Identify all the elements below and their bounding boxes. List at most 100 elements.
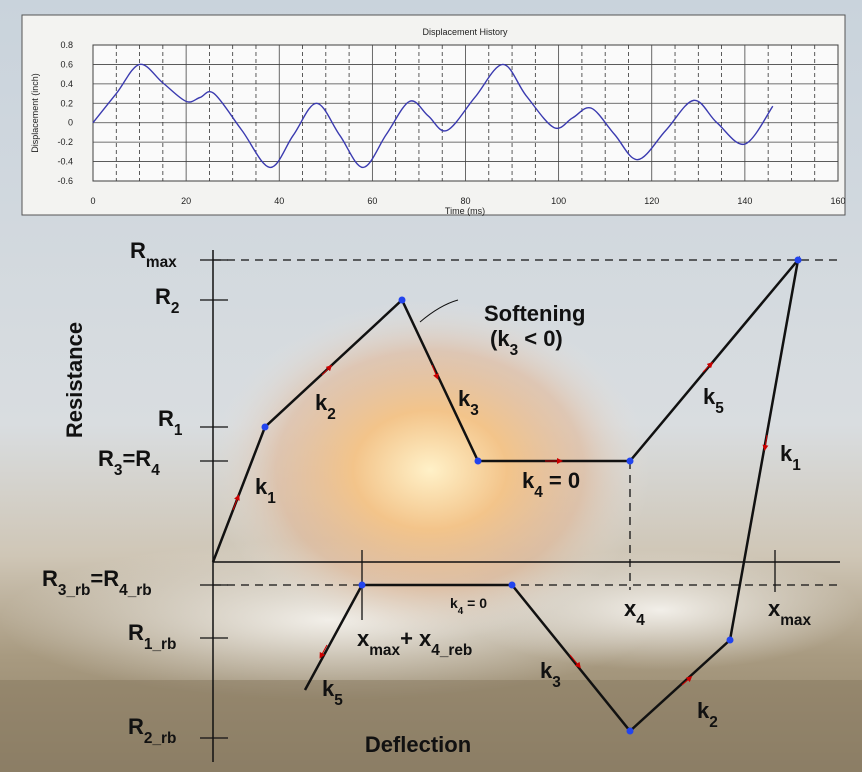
diagram-label: x4 — [624, 596, 645, 629]
y-tick-label: -0.6 — [57, 176, 73, 186]
guide-lines — [213, 259, 840, 590]
y-tick-label: 0.8 — [60, 40, 73, 50]
y-tick-label: 0 — [68, 118, 73, 128]
diagram-label: R3_rb=R4_rb — [42, 566, 152, 599]
y-tick-label: -0.4 — [57, 157, 73, 167]
subscript: 4 — [636, 612, 645, 629]
label-text: k — [450, 595, 458, 611]
x-tick-label: 140 — [737, 196, 752, 206]
label-text: k — [522, 468, 535, 493]
label-text: k — [322, 676, 335, 701]
label-text: k — [255, 474, 268, 499]
y-tick-label: 0.4 — [60, 79, 73, 89]
label-text: k — [458, 386, 471, 411]
subscript: 1 — [792, 457, 801, 474]
x-tick-label: 80 — [460, 196, 470, 206]
label-text: R — [155, 284, 171, 309]
subscript: 3 — [470, 402, 479, 419]
diagram-label: k1 — [780, 441, 801, 474]
diagram-label: Rmax — [130, 238, 177, 271]
diagram-label: k2 — [697, 698, 718, 731]
y-tick-label: 0.6 — [60, 59, 73, 69]
diagram-label: Softening — [484, 301, 585, 326]
direction-arrows — [232, 361, 769, 686]
label-text: = 0 — [463, 595, 487, 611]
subscript: 4 — [458, 606, 464, 617]
diagram-label: R1 — [158, 406, 183, 439]
diagram-label: R2 — [155, 284, 179, 317]
subscript: 3 — [552, 674, 561, 691]
x-tick-label: 60 — [367, 196, 377, 206]
data-line — [92, 63, 774, 169]
y-axis-label: Displacement (inch) — [30, 73, 40, 153]
diagram-label: k2 — [315, 390, 336, 423]
x-tick-label: 100 — [551, 196, 566, 206]
diagram-label: k4 = 0 — [450, 595, 487, 617]
label-text: < 0) — [518, 326, 563, 351]
x-tick-label: 120 — [644, 196, 659, 206]
x-tick-label: 20 — [181, 196, 191, 206]
diagram-label: R3=R4 — [98, 446, 160, 479]
subscript: 3 — [510, 342, 519, 359]
subscript: 2 — [709, 714, 718, 731]
label-text: R — [130, 238, 146, 263]
y-tick-label: 0.2 — [60, 98, 73, 108]
label-text: k — [540, 658, 553, 683]
label-text: x — [768, 596, 781, 621]
label-text: k — [315, 390, 328, 415]
subscript: 2_rb — [144, 730, 177, 747]
diagram-label: R1_rb — [128, 620, 176, 653]
label-text: R — [128, 620, 144, 645]
y-tick-label: -0.2 — [57, 137, 73, 147]
chart-title: Displacement History — [422, 27, 508, 37]
subscript: 2 — [171, 300, 180, 317]
diagram-label: k1 — [255, 474, 276, 507]
subscript: 2 — [327, 406, 336, 423]
x-axis-label: Deflection — [365, 732, 471, 757]
label-text: k — [780, 441, 793, 466]
subscript: 3 — [114, 462, 123, 479]
subscript: max — [146, 254, 177, 271]
subscript: 4_rb — [119, 582, 152, 599]
subscript: max — [780, 612, 811, 629]
diagram-label: k3 — [458, 386, 479, 419]
label-text: (k — [490, 326, 510, 351]
diagram-label: k5 — [322, 676, 343, 709]
diagram-label: (k3 < 0) — [490, 326, 563, 359]
label-text: R — [128, 714, 144, 739]
label-text: Softening — [484, 301, 585, 326]
diagram-label: xmax+ x4_reb — [357, 626, 472, 659]
diagram-label: xmax — [768, 596, 811, 629]
y-axis-label: Resistance — [62, 322, 87, 438]
subscript: 1_rb — [144, 636, 177, 653]
label-text: k — [703, 384, 716, 409]
label-text: x — [624, 596, 637, 621]
resistance-deflection-diagram: Resistance Deflection RmaxR2R1R3=R4R3_rb… — [42, 238, 840, 762]
subscript: 5 — [715, 400, 724, 417]
subscript: 4_reb — [431, 642, 472, 659]
label-text: R — [158, 406, 174, 431]
subscript: 3_rb — [58, 582, 91, 599]
x-tick-label: 0 — [90, 196, 95, 206]
subscript: 4 — [534, 484, 543, 501]
subscript: 4 — [151, 462, 160, 479]
diagram-label: k4 = 0 — [522, 468, 580, 501]
x-tick-label: 40 — [274, 196, 284, 206]
subscript: 1 — [267, 490, 276, 507]
x-axis-label: Time (ms) — [445, 206, 485, 216]
label-text: = 0 — [543, 468, 580, 493]
displacement-chart: Displacement History Time (ms) Displacem… — [21, 14, 846, 216]
label-text: =R — [122, 446, 151, 471]
label-text: =R — [90, 566, 119, 591]
subscript: 5 — [334, 692, 343, 709]
diagram-label: R2_rb — [128, 714, 176, 747]
diagram-label: k3 — [540, 658, 561, 691]
subscript: 1 — [174, 422, 183, 439]
label-text: x — [357, 626, 370, 651]
vertices — [261, 256, 802, 735]
label-text: + x — [400, 626, 432, 651]
label-text: k — [697, 698, 710, 723]
label-text: R — [98, 446, 114, 471]
subscript: max — [369, 642, 400, 659]
